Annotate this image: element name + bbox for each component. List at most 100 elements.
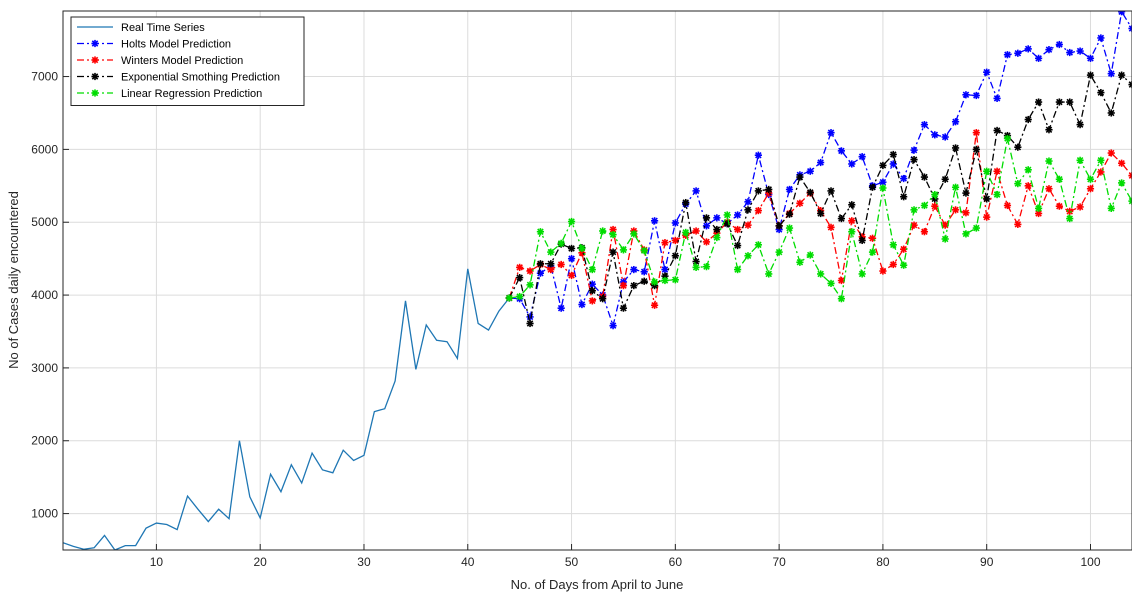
data-point <box>879 178 887 186</box>
data-point <box>734 211 742 219</box>
data-point <box>1024 45 1032 53</box>
data-point <box>1097 34 1105 42</box>
data-point <box>1034 209 1043 218</box>
data-point <box>1086 54 1095 62</box>
series-line-real-time-series <box>63 268 510 550</box>
legend-label: Exponential Smothing Prediction <box>121 72 280 84</box>
data-point <box>775 248 783 256</box>
data-point <box>1128 80 1132 89</box>
legend-label: Holts Model Prediction <box>121 39 231 51</box>
series-linear-regression-prediction <box>505 134 1132 303</box>
data-point <box>567 255 576 263</box>
legend-item: Holts Model Prediction <box>77 39 231 51</box>
legend-box <box>70 16 305 106</box>
data-point <box>858 270 866 278</box>
data-point <box>744 221 752 229</box>
legend-label: Linear Regression Prediction <box>121 88 262 100</box>
data-point <box>900 193 908 201</box>
data-point <box>951 183 960 191</box>
data-point <box>1045 126 1053 134</box>
data-point <box>744 206 752 214</box>
data-point <box>661 239 669 247</box>
data-point <box>900 174 908 183</box>
data-point <box>1066 214 1074 223</box>
data-point <box>1024 182 1032 190</box>
data-point <box>972 224 980 232</box>
data-point <box>588 265 596 274</box>
y-tick-label: 4000 <box>31 288 58 302</box>
data-point <box>734 265 742 274</box>
data-point <box>827 129 835 137</box>
data-point <box>671 236 679 245</box>
data-point <box>785 224 794 232</box>
data-point <box>817 209 825 218</box>
data-point <box>962 230 970 238</box>
data-point <box>1076 203 1084 211</box>
data-point <box>993 190 1001 199</box>
data-point <box>1128 197 1132 205</box>
data-point <box>765 185 773 194</box>
data-point <box>1055 202 1063 210</box>
data-point <box>1086 175 1095 183</box>
data-point <box>588 297 596 305</box>
series-real-time-series <box>63 268 510 550</box>
data-point <box>557 304 565 312</box>
data-point <box>713 233 721 242</box>
data-point <box>619 304 628 312</box>
data-point <box>920 228 929 236</box>
y-tick-label: 3000 <box>31 361 58 375</box>
data-point <box>993 94 1001 103</box>
data-point <box>858 153 866 161</box>
series-exponential-smothing-prediction <box>505 71 1132 328</box>
x-tick-label: 90 <box>980 555 994 569</box>
data-point <box>744 252 752 260</box>
x-axis-label: No. of Days from April to June <box>511 577 684 592</box>
x-tick-label: 10 <box>150 555 164 569</box>
data-point <box>951 118 960 126</box>
data-point <box>817 158 825 167</box>
data-point <box>983 213 991 221</box>
data-point <box>754 151 762 159</box>
data-point <box>1045 157 1053 165</box>
data-point <box>983 195 991 203</box>
data-point <box>536 260 545 268</box>
x-tick-label: 60 <box>669 555 683 569</box>
axis-ticks: 10 20 30 40 50 60 70 80 90 100 1000 2000 3000 4000 500… <box>31 70 1101 569</box>
data-point <box>1118 179 1126 187</box>
data-point <box>702 238 711 246</box>
data-point <box>1024 115 1032 124</box>
data-point <box>619 281 628 290</box>
data-point <box>1076 47 1084 55</box>
legend-item: Real Time Series <box>77 22 205 34</box>
data-point <box>837 295 845 303</box>
data-point <box>848 228 856 236</box>
data-point <box>609 248 617 256</box>
y-tick-label: 6000 <box>31 142 58 156</box>
data-point <box>1107 70 1115 78</box>
data-point <box>889 150 897 159</box>
data-point <box>931 190 939 199</box>
data-point <box>941 235 949 243</box>
data-point <box>640 268 648 276</box>
data-point <box>754 241 762 249</box>
y-tick-label: 2000 <box>31 434 58 448</box>
data-point <box>526 319 534 328</box>
data-point <box>868 183 877 191</box>
data-point <box>599 295 607 303</box>
data-point <box>578 244 586 253</box>
legend-label: Real Time Series <box>121 22 205 34</box>
data-point <box>837 214 845 223</box>
data-point <box>879 161 887 170</box>
data-point <box>734 241 742 250</box>
data-point <box>578 300 586 309</box>
data-point <box>567 217 576 226</box>
data-point <box>516 263 524 271</box>
data-point <box>972 129 980 137</box>
x-tick-label: 40 <box>461 555 475 569</box>
data-point <box>1014 180 1022 188</box>
data-point <box>713 225 721 234</box>
data-point <box>941 175 949 183</box>
data-point <box>1003 201 1012 210</box>
data-point <box>692 187 700 195</box>
plot-frame <box>62 10 1132 551</box>
